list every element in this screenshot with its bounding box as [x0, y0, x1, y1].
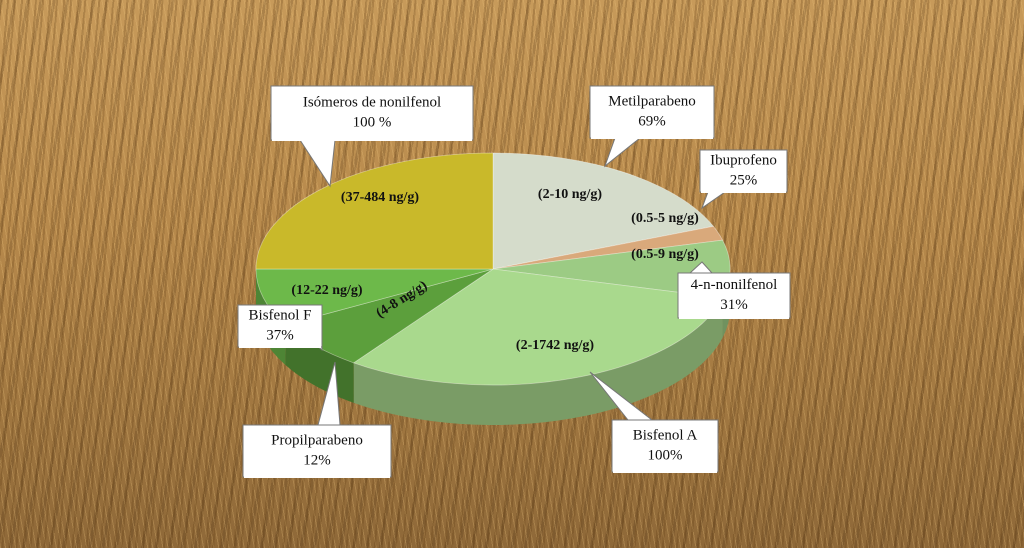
callout-tail	[700, 191, 727, 210]
callout-cover	[591, 136, 713, 139]
callout: Bisfenol F 37%	[237, 304, 323, 352]
callout: Ibuprofeno 25%	[699, 149, 788, 210]
range-label: (0.5-9 ng/g)	[631, 247, 699, 262]
callout-box	[611, 419, 719, 473]
frequency-label: 100%	[648, 447, 683, 463]
range-label: (37-484 ng/g)	[341, 190, 420, 205]
category-label: Bisfenol A	[633, 427, 698, 443]
callout: Propilparabeno 12%	[242, 361, 392, 478]
pie-slice	[492, 225, 724, 270]
pie-slice	[352, 268, 724, 386]
callout-box	[699, 149, 788, 193]
pie-slice	[492, 152, 715, 270]
callout-cover	[239, 345, 321, 348]
frequency-label: 25%	[730, 172, 758, 188]
pie-side	[353, 297, 723, 425]
category-label: Bisfenol F	[249, 307, 312, 323]
callout-cover	[244, 475, 390, 478]
callout: 4-n-nonilfenol 31%	[677, 261, 791, 319]
callout-cover	[272, 138, 472, 141]
range-label: (2-10 ng/g)	[538, 187, 603, 202]
callout-box	[677, 272, 791, 319]
frequency-label: 31%	[720, 297, 748, 313]
frequency-label: 69%	[638, 113, 666, 129]
category-label: 4-n-nonilfenol	[691, 277, 778, 293]
callout: Isómeros de nonilfenol 100 %	[270, 85, 474, 188]
pie-slice	[255, 152, 494, 270]
callout-tail	[603, 137, 642, 168]
frequency-label: 100 %	[353, 114, 392, 130]
callout-box	[242, 424, 392, 478]
range-label: (0.5-5 ng/g)	[631, 211, 699, 226]
category-label: Isómeros de nonilfenol	[303, 94, 441, 110]
range-label: (2-1742 ng/g)	[516, 338, 595, 353]
callout-cover	[679, 316, 789, 319]
range-label: (12-22 ng/g)	[291, 283, 363, 298]
callout: Metilparabeno 69%	[589, 85, 715, 168]
category-label: Metilparabeno	[608, 93, 695, 109]
callout: Bisfenol A 100%	[589, 371, 719, 473]
frequency-label: 37%	[266, 327, 294, 343]
callout-cover	[613, 470, 717, 473]
callout-tail	[299, 139, 336, 188]
category-label: Ibuprofeno	[710, 152, 777, 168]
category-label: Propilparabeno	[271, 432, 363, 448]
callout-cover	[701, 190, 786, 193]
callout-box	[589, 85, 715, 139]
frequency-label: 12%	[303, 452, 331, 468]
callout-box	[270, 85, 474, 141]
